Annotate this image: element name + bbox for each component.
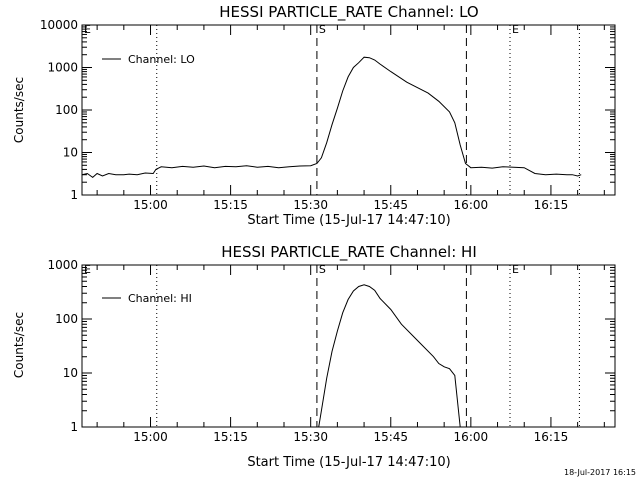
x-tick-label: 15:45 <box>373 430 408 444</box>
x-axis-label: Start Time (15-Jul-17 14:47:10) <box>247 213 450 228</box>
tick-labels: 15:00 15:15 15:30 15:45 16:00 16:15 1 10 100 1000… <box>40 18 615 212</box>
y-tick-label: 10 <box>63 366 78 380</box>
x-tick-label: 15:00 <box>133 198 168 212</box>
y-axis-label: Counts/sec <box>12 77 26 143</box>
panel-title: HESSI PARTICLE_RATE Channel: LO <box>219 3 478 22</box>
marker-label: S <box>319 23 326 36</box>
series-line <box>81 56 582 179</box>
tick-labels: 15:00 15:15 15:30 15:45 16:00 16:15 1 10 100 1000 <box>47 258 615 444</box>
x-tick-label: 16:00 <box>454 198 489 212</box>
legend-label: Channel: LO <box>128 53 195 66</box>
y-axis-label: Counts/sec <box>12 312 26 378</box>
y-tick-label: 1 <box>70 188 78 202</box>
plot-frame <box>81 24 616 196</box>
y-tick-label: 100 <box>55 312 78 326</box>
x-tick-label: 15:15 <box>213 198 248 212</box>
y-tick-label: 1000 <box>47 258 78 272</box>
footer-timestamp: 18-Jul-2017 16:15 <box>564 468 636 477</box>
y-tick-label: 1 <box>70 420 78 434</box>
data-layer <box>318 284 461 428</box>
panel-hi: HESSI PARTICLE_RATE Channel: HI Counts/s… <box>12 243 616 470</box>
x-tick-label: 15:00 <box>133 430 168 444</box>
y-tick-label: 10000 <box>40 18 78 32</box>
panel-lo: HESSI PARTICLE_RATE Channel: LO Counts/s… <box>12 3 616 228</box>
x-tick-label: 16:15 <box>534 430 569 444</box>
marker-label: E <box>84 263 91 276</box>
y-tick-label: 1000 <box>47 61 78 75</box>
x-axis-label: Start Time (15-Jul-17 14:47:10) <box>247 455 450 470</box>
x-tick-label: 16:00 <box>454 430 489 444</box>
x-tick-label: 15:15 <box>213 430 248 444</box>
y-tick-label: 10 <box>63 146 78 160</box>
y-tick-label: 100 <box>55 103 78 117</box>
marker-label: S <box>319 263 326 276</box>
x-tick-label: 16:15 <box>534 198 569 212</box>
series-line <box>318 284 461 428</box>
plot-frame <box>81 264 616 428</box>
x-tick-label: 15:45 <box>373 198 408 212</box>
panel-title: HESSI PARTICLE_RATE Channel: HI <box>221 243 477 262</box>
legend: Channel: LO <box>102 53 195 66</box>
data-layer <box>81 56 582 179</box>
marker-label: E <box>512 23 519 36</box>
legend-label: Channel: HI <box>128 292 192 305</box>
x-tick-label: 15:30 <box>293 430 328 444</box>
legend: Channel: HI <box>102 292 192 305</box>
x-tick-label: 15:30 <box>293 198 328 212</box>
marker-label: E <box>84 23 91 36</box>
marker-label: E <box>512 263 519 276</box>
